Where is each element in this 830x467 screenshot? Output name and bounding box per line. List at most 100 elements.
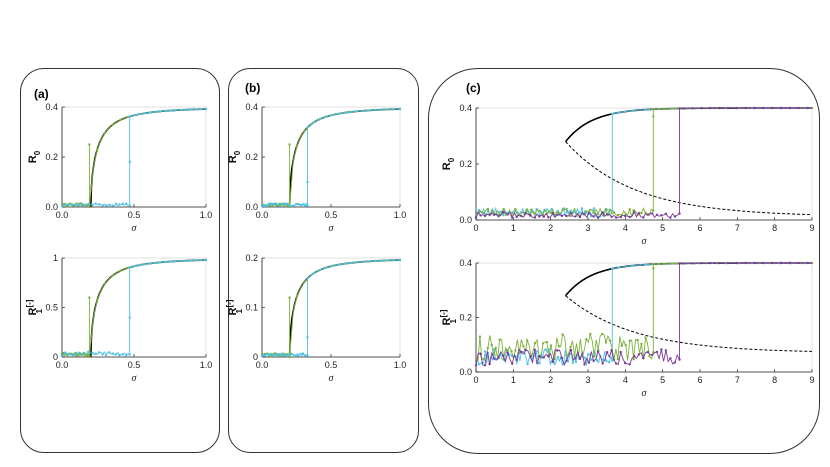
series-blue-point	[98, 203, 101, 206]
y-tick-label: 0.2	[459, 159, 472, 169]
series-green-point	[569, 345, 572, 349]
series-blue-point	[263, 204, 266, 208]
series-blue-point	[285, 354, 289, 358]
series-blue-point	[143, 263, 147, 266]
series-blue-point	[279, 204, 282, 207]
series-blue-point	[111, 204, 115, 207]
series-blue-point	[169, 109, 172, 112]
series-green-point	[616, 213, 620, 217]
series-green-point	[486, 347, 489, 350]
series-green-point	[673, 262, 676, 265]
series-blue-point	[297, 354, 300, 357]
series-purple-point	[556, 213, 559, 216]
series-blue-point	[133, 114, 136, 117]
series-blue-point	[583, 356, 587, 359]
x-tick-label: 0.0	[256, 210, 269, 220]
series-blue-point	[263, 354, 266, 357]
series-green-point	[77, 353, 80, 357]
y-tick-label: 0	[253, 352, 258, 362]
series-purple-point	[592, 359, 595, 363]
series-purple-point	[646, 350, 649, 354]
series-green-point	[624, 212, 627, 216]
x-tick-label: 3	[585, 223, 590, 233]
series-blue-point	[269, 352, 273, 356]
series-green-point	[490, 343, 493, 347]
series-green-point	[652, 263, 655, 266]
series-blue-point	[74, 204, 77, 207]
series-purple-point	[642, 216, 645, 219]
series-purple-point	[605, 351, 609, 354]
series-green-point	[604, 341, 608, 344]
series-purple-point	[660, 348, 663, 351]
x-tick-label: 9	[809, 375, 814, 385]
series-purple-point	[615, 216, 618, 219]
series-purple-point	[771, 261, 774, 265]
series-blue-point	[128, 115, 131, 118]
x-tick-label: 0	[473, 223, 478, 233]
plot-area	[475, 107, 813, 221]
series-blue-point	[556, 355, 559, 359]
series-blue-point	[111, 352, 115, 355]
series-purple-point	[700, 262, 703, 265]
series-blue-point	[184, 259, 187, 262]
series-blue-point	[299, 352, 302, 356]
series-purple-point	[529, 213, 532, 217]
series-blue-point	[281, 202, 284, 206]
series-purple-point	[718, 261, 721, 265]
series-green-point	[119, 118, 122, 122]
series-blue-point	[324, 266, 328, 269]
series-blue-point	[361, 260, 365, 263]
series-blue-point	[380, 108, 383, 111]
series-green-point	[526, 208, 529, 211]
series-purple-point	[664, 212, 668, 215]
series-green-point	[604, 208, 608, 211]
series-purple-point	[678, 262, 681, 265]
series-blue-point	[586, 353, 590, 356]
series-blue-point	[272, 354, 275, 357]
series-blue-point	[526, 362, 529, 366]
series-blue-point	[148, 262, 152, 265]
series-green-point	[533, 341, 537, 345]
y-axis-label: R0	[441, 157, 456, 170]
series-purple-point	[578, 215, 582, 219]
series-blue-point	[148, 111, 152, 114]
series-blue-point	[267, 202, 270, 206]
series-green-point	[593, 355, 596, 358]
series-purple-point	[578, 357, 582, 361]
series-purple-point	[762, 106, 765, 110]
x-tick-label: 0	[473, 375, 478, 385]
series-purple-point	[483, 214, 487, 218]
series-blue-point	[295, 202, 298, 206]
series-blue-point	[535, 350, 538, 353]
series-green-point	[95, 148, 99, 151]
series-green-point	[585, 338, 588, 341]
series-blue-point	[483, 350, 487, 353]
series-purple-point	[605, 213, 609, 216]
series-blue-point	[306, 204, 309, 207]
series-green-point	[565, 207, 568, 211]
series-purple-point	[678, 212, 681, 215]
series-green-point	[557, 345, 560, 348]
panel-label-c: (c)	[466, 81, 481, 95]
series-blue-point	[133, 264, 136, 268]
series-blue-point	[194, 108, 197, 111]
series-green-point	[662, 107, 666, 111]
plot-area	[61, 257, 207, 358]
series-blue-point	[608, 361, 611, 364]
series-green-point	[303, 280, 306, 284]
series-blue-point	[392, 108, 395, 111]
series-blue-point	[114, 352, 118, 356]
series-green-point	[74, 351, 77, 355]
series-green-point	[569, 214, 572, 218]
series-blue-point	[617, 266, 621, 269]
series-green-point	[600, 332, 604, 336]
series-purple-point	[735, 106, 739, 110]
series-purple-point	[474, 216, 478, 219]
series-purple-point	[779, 261, 783, 265]
series-green-point	[518, 352, 521, 355]
series-blue-point	[553, 362, 556, 366]
x-tick-label: 2	[548, 223, 553, 233]
panel-label-b: (b)	[245, 81, 260, 95]
series-purple-point	[529, 355, 532, 358]
